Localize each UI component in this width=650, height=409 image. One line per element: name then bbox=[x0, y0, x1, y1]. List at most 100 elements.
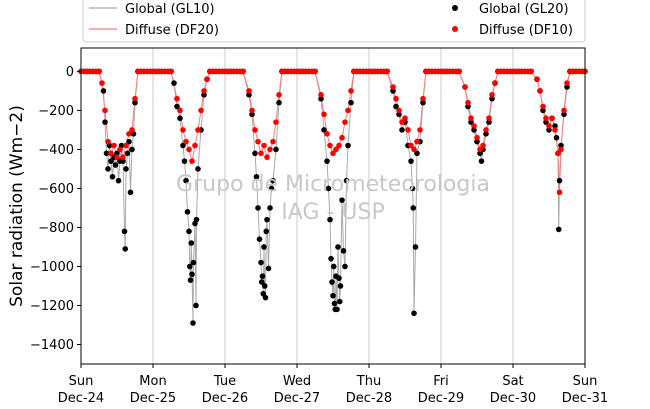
diffuse-df10-point bbox=[537, 88, 543, 94]
global-gl20-point bbox=[337, 283, 344, 289]
global-gl20-point bbox=[474, 138, 480, 145]
y-tick-label: −1400 bbox=[30, 338, 74, 353]
global-gl20-point bbox=[195, 166, 201, 172]
global-gl20-point bbox=[345, 142, 351, 149]
x-tick-day: Dec-26 bbox=[202, 391, 248, 406]
diffuse-df10-point bbox=[465, 99, 471, 106]
global-gl20-point bbox=[132, 99, 138, 106]
diffuse-df10-point bbox=[174, 95, 180, 102]
legend-label-global-gl10: Global (GL10) bbox=[125, 2, 215, 17]
global-gl20-point bbox=[321, 127, 327, 133]
global-gl20-point bbox=[465, 103, 471, 110]
global-gl20-point bbox=[410, 205, 417, 211]
global-gl20-point bbox=[335, 244, 341, 250]
diffuse-df10-point bbox=[414, 138, 420, 145]
global-gl20-point bbox=[129, 146, 135, 153]
global-gl20-point bbox=[552, 123, 558, 129]
diffuse-df10-point bbox=[267, 146, 273, 153]
x-tick-day: Dec-24 bbox=[58, 391, 104, 406]
global-gl20-point bbox=[120, 158, 126, 164]
global-gl20-point bbox=[409, 185, 416, 192]
diffuse-df10-point bbox=[474, 134, 480, 141]
diffuse-df10-point bbox=[561, 107, 567, 114]
diffuse-df10-point bbox=[330, 150, 336, 157]
diffuse-df10-point bbox=[564, 80, 570, 86]
global-gl20-point bbox=[477, 150, 483, 157]
diffuse-df10-point bbox=[246, 88, 252, 94]
global-gl20-point bbox=[267, 205, 273, 211]
global-gl20-point bbox=[249, 111, 255, 118]
global-gl20-point bbox=[114, 150, 120, 157]
global-gl20-point bbox=[186, 263, 193, 270]
global-gl20-point bbox=[126, 138, 132, 145]
diffuse-df10-point bbox=[483, 127, 489, 133]
global-gl20-point bbox=[124, 150, 131, 157]
global-gl20-point bbox=[268, 185, 275, 192]
global-gl20-point bbox=[184, 209, 191, 215]
diffuse-df10-point bbox=[333, 146, 339, 153]
global-gl20-point bbox=[414, 150, 420, 157]
diffuse-df10-point bbox=[276, 92, 282, 98]
x-tick-weekday: Fri bbox=[433, 374, 449, 389]
diffuse-df10-point bbox=[261, 142, 267, 149]
global-gl20-point bbox=[100, 88, 107, 94]
global-gl20-point bbox=[336, 298, 343, 305]
global-gl20-point bbox=[256, 236, 263, 242]
global-gl20-point bbox=[115, 177, 122, 184]
diffuse-df10-point bbox=[540, 103, 546, 110]
global-gl20-point bbox=[399, 127, 405, 133]
global-gl20-point bbox=[390, 88, 396, 94]
global-gl20-point bbox=[318, 95, 324, 102]
x-tick-weekday: Thu bbox=[356, 374, 381, 389]
global-gl20-point bbox=[121, 228, 128, 235]
x-tick-day: Dec-29 bbox=[418, 391, 464, 406]
diffuse-df10-point bbox=[549, 115, 555, 122]
diffuse-df10-point bbox=[486, 115, 492, 122]
diffuse-df10-point bbox=[336, 142, 342, 149]
diffuse-df10-point bbox=[411, 146, 417, 153]
global-gl20-point bbox=[331, 300, 338, 307]
diffuse-df10-point bbox=[183, 138, 189, 145]
global-gl20-point bbox=[102, 119, 108, 125]
diffuse-df10-point bbox=[198, 107, 204, 114]
x-axis: Sun Dec-24 Mon Dec-25 Tue Dec-26 Wed Dec-27 Thu D… bbox=[58, 364, 608, 406]
diffuse-df10-point bbox=[270, 138, 276, 145]
y-axis-label: Solar radiation (Wm−2) bbox=[7, 105, 27, 307]
global-gl20-point bbox=[393, 103, 399, 110]
global-gl20-point bbox=[564, 84, 570, 90]
global-gl20-point bbox=[328, 255, 334, 262]
y-tick-label: 0 bbox=[66, 65, 74, 80]
global-gl20-point bbox=[258, 279, 265, 285]
global-gl20-point bbox=[471, 127, 477, 133]
legend-label-global-gl20: Global (GL20) bbox=[479, 2, 569, 17]
diffuse-df10-point bbox=[177, 107, 183, 114]
global-gl20-point bbox=[181, 158, 188, 164]
global-gl20-point bbox=[556, 177, 563, 184]
legend-swatch-diffuse-df10 bbox=[452, 26, 458, 32]
diffuse-df10-point bbox=[321, 111, 327, 118]
y-tick-label: −400 bbox=[38, 143, 74, 158]
plot-area: Grupo de Micrometeorologia IAG - USP bbox=[78, 47, 588, 365]
diffuse-df10-point bbox=[348, 88, 354, 94]
diffuse-df10-point bbox=[342, 119, 348, 125]
diffuse-df10-point bbox=[273, 119, 279, 125]
diffuse-df10-point bbox=[417, 127, 423, 133]
diffuse-df10-point bbox=[492, 80, 498, 86]
diffuse-df10-point bbox=[111, 142, 117, 149]
diffuse-df10-point bbox=[408, 142, 414, 149]
diffuse-df10-point bbox=[264, 154, 270, 161]
diffuse-df10-point bbox=[552, 127, 558, 133]
global-gl20-point bbox=[561, 111, 567, 118]
global-gl20-point bbox=[478, 158, 485, 164]
diffuse-df10-point bbox=[528, 68, 534, 75]
diffuse-df10-point bbox=[345, 107, 351, 114]
diffuse-df10-point bbox=[543, 115, 549, 122]
global-gl20-point bbox=[255, 205, 261, 211]
global-gl20-point bbox=[273, 146, 279, 153]
diffuse-df10-point bbox=[462, 84, 468, 90]
diffuse-df10-point bbox=[96, 68, 102, 75]
diffuse-df10-point bbox=[324, 131, 330, 137]
diffuse-df10-point bbox=[195, 127, 201, 133]
global-gl20-point bbox=[329, 279, 335, 285]
x-tick-weekday: Sat bbox=[502, 374, 523, 389]
